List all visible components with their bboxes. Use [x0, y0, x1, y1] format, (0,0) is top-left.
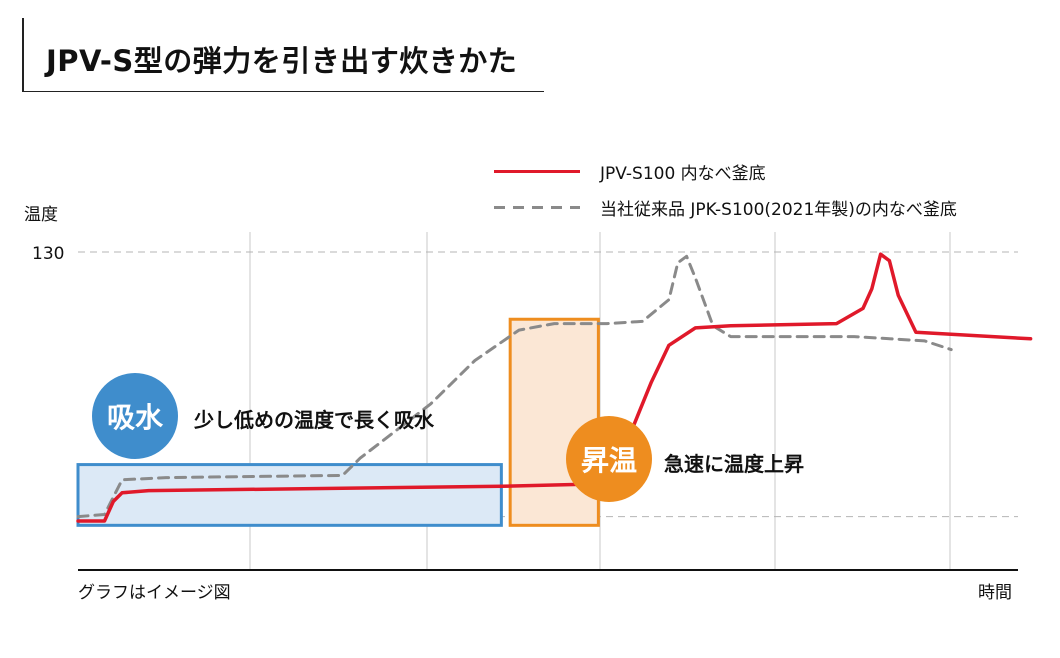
- title-block: JPV-S型の弾力を引き出す炊きかた: [22, 18, 544, 92]
- x-axis-label: 時間: [978, 583, 1012, 603]
- phase-badge-soak: 吸水: [92, 373, 178, 459]
- legend-label-jpv: JPV-S100 内なべ釜底: [600, 164, 766, 184]
- legend-label-jpk: 当社従来品 JPK-S100(2021年製)の内なべ釜底: [600, 200, 957, 220]
- y-tick-label: 130: [32, 244, 65, 264]
- phase-note-soak: 少し低めの温度で長く吸水: [194, 408, 434, 432]
- title-accent-bar: [22, 18, 24, 92]
- legend-swatch-solid: [494, 170, 580, 173]
- series-line-jpv-s100: [76, 252, 1033, 523]
- y-axis-label: 温度: [24, 205, 58, 225]
- page-title: JPV-S型の弾力を引き出す炊きかた: [46, 44, 518, 78]
- series-line-jpk-s100: [76, 254, 953, 519]
- legend-swatch-dashed: [494, 206, 580, 209]
- phase-note-heat: 急速に温度上昇: [664, 452, 804, 476]
- phase-box-1: [76, 463, 503, 527]
- phase-badge-heat: 昇温: [566, 416, 652, 502]
- title-underline: [22, 91, 544, 92]
- chart-note: グラフはイメージ図: [78, 583, 231, 603]
